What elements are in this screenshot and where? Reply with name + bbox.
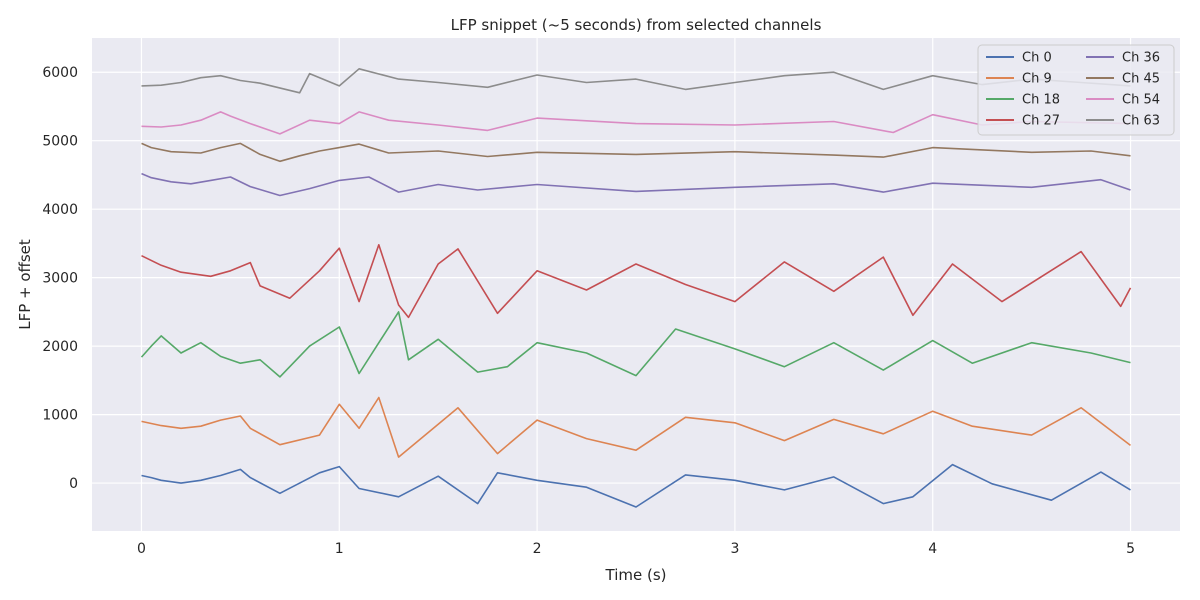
legend: Ch 0 Ch 9 Ch 18 Ch 27 Ch 36 Ch 45 Ch 54 Ch 63 [977, 44, 1175, 136]
x-tick-label: 5 [1126, 541, 1135, 557]
y-tick-labels: 0 1000 2000 3000 4000 5000 6000 [42, 65, 78, 492]
x-tick-label: 4 [928, 541, 937, 557]
y-axis-label: LFP + offset [16, 239, 34, 330]
series-line-ch-0 [141, 463, 1131, 508]
y-tick-label: 1000 [42, 408, 78, 424]
series-line-ch-63 [141, 68, 1131, 94]
y-tick-label: 3000 [42, 271, 78, 287]
y-tick-label: 5000 [42, 134, 78, 150]
series-lines [140, 68, 1132, 508]
legend-label-ch-9: Ch 9 [1022, 72, 1052, 87]
x-tick-label: 3 [730, 541, 739, 557]
legend-label-ch-63: Ch 63 [1122, 114, 1160, 129]
legend-label-ch-27: Ch 27 [1022, 114, 1060, 129]
series-line-ch-36 [141, 172, 1131, 197]
y-tick-label: 4000 [42, 202, 78, 218]
series-line-ch-18 [140, 311, 1131, 378]
y-tick-label: 2000 [42, 339, 78, 355]
legend-label-ch-18: Ch 18 [1022, 93, 1060, 108]
series-line-ch-27 [141, 244, 1132, 319]
y-tick-label: 6000 [42, 65, 78, 81]
legend-label-ch-45: Ch 45 [1122, 72, 1160, 87]
series-line-ch-9 [141, 396, 1131, 458]
series-line-ch-54 [141, 111, 1131, 135]
legend-label-ch-36: Ch 36 [1122, 51, 1160, 66]
x-tick-label: 1 [335, 541, 344, 557]
x-tick-label: 2 [533, 541, 542, 557]
x-axis-label: Time (s) [605, 566, 667, 584]
legend-label-ch-54: Ch 54 [1122, 93, 1160, 108]
y-tick-label: 0 [69, 476, 78, 492]
x-tick-label: 0 [137, 541, 146, 557]
chart-title: LFP snippet (~5 seconds) from selected c… [451, 16, 822, 34]
x-tick-labels: 0 1 2 3 4 5 [137, 541, 1135, 557]
series-line-ch-45 [141, 142, 1131, 163]
grid [92, 38, 1180, 531]
legend-label-ch-0: Ch 0 [1022, 51, 1052, 66]
legend-box [977, 44, 1175, 136]
